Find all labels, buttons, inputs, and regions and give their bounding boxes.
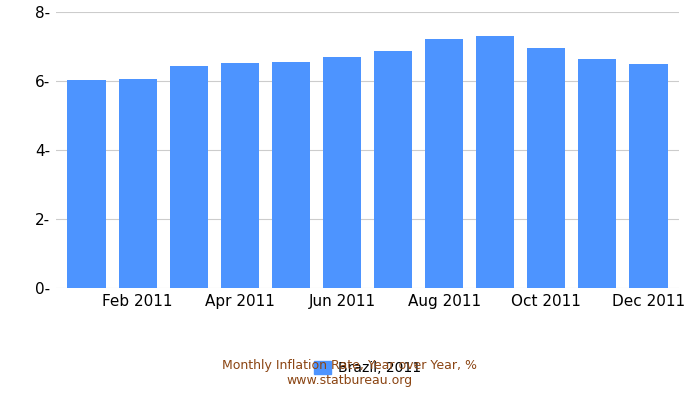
Legend: Brazil, 2011: Brazil, 2011	[309, 356, 426, 381]
Text: www.statbureau.org: www.statbureau.org	[287, 374, 413, 387]
Text: Monthly Inflation Rate, Year over Year, %: Monthly Inflation Rate, Year over Year, …	[223, 360, 477, 372]
Bar	[220, 64, 259, 288]
Bar	[374, 51, 412, 288]
Bar	[118, 79, 157, 288]
Bar	[578, 59, 617, 288]
Bar	[476, 36, 514, 288]
Bar	[169, 66, 208, 288]
Bar	[425, 38, 463, 288]
Bar	[629, 64, 668, 288]
Bar	[527, 48, 566, 288]
Bar	[323, 56, 361, 288]
Bar	[67, 80, 106, 288]
Bar	[272, 62, 310, 288]
